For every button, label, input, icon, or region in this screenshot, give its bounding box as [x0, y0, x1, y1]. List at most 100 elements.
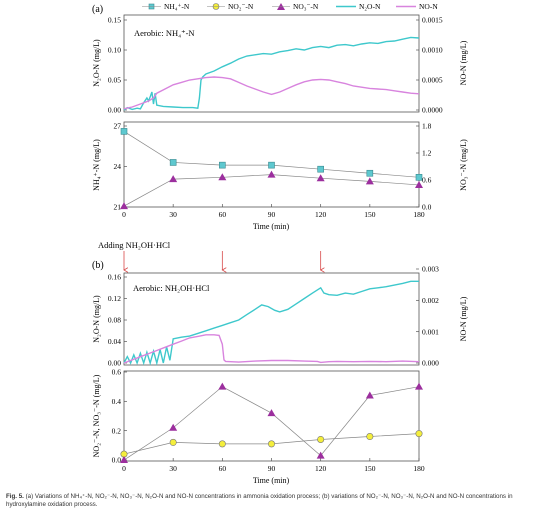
a-top-right-tick-label: 0.0015: [422, 16, 443, 25]
series-b-no2-point: [169, 438, 177, 446]
a-bottom-left-tick-label: 24: [114, 162, 122, 171]
legend-nh4-label: NH₄⁺-N: [164, 2, 190, 11]
panel-b-top-right-ticks: 0.000 0.001 0.002 0.003: [416, 265, 439, 368]
series-b-no-line: [123, 334, 420, 364]
panel-b-top-left-ylabel: N₂O-N (mg/L): [92, 295, 101, 343]
series-b-no3-point: [169, 423, 178, 431]
panel-b-bottom-left-ylabel: NO₂⁻-N, NO₃⁻-N (mg/L): [92, 374, 101, 457]
a-bottom-x-tick-label: 150: [364, 210, 376, 219]
series-a-no3-point: [316, 174, 325, 182]
caption-text: (a) Variations of NH₄⁺-N, NO₂⁻-N, NO₃⁻-N…: [6, 493, 513, 508]
legend-n2o-label: N₂O-N: [359, 2, 381, 11]
a-bottom-right-tick-label: 1.2: [422, 149, 432, 158]
a-top-left-tick-label: 0.00: [108, 106, 121, 115]
series-b-no3-point: [415, 382, 423, 390]
series-a-no3-point: [415, 180, 423, 188]
panel-b-annotation: Aerobic: NH₂OH·HCl: [133, 283, 210, 293]
b-top-left-tick-label: 0.12: [108, 294, 121, 303]
a-top-left-tick-label: 0.15: [108, 16, 121, 25]
caption-label: Fig. 5.: [6, 493, 24, 500]
a-bottom-right-tick-label: 1.8: [422, 122, 432, 131]
b-top-right-tick-label: 0.002: [422, 296, 439, 305]
series-a-nh4-point: [120, 128, 128, 135]
series-b-no2-point: [267, 440, 275, 448]
legend-a: NH₄⁺-N NO₂⁻-N NO₃⁻-N N₂O-N NO-N: [142, 2, 438, 11]
series-b-no2-point: [218, 440, 226, 448]
series-a-no3-point: [365, 177, 374, 185]
figure-caption: Fig. 5. (a) Variations of NH₄⁺-N, NO₂⁻-N…: [6, 493, 550, 509]
b-bottom-x-tick-label: 120: [315, 464, 327, 473]
b-bottom-x-tick-label: 30: [169, 464, 177, 473]
b-bottom-x-tick-label: 180: [413, 464, 425, 473]
series-a-no-line: [123, 76, 420, 110]
a-bottom-x-tick-label: 90: [268, 210, 276, 219]
panel-a-bottom-x-ticks: 0 30 60 90 120 150 180: [122, 204, 425, 219]
b-top-right-tick-label: 0.000: [422, 359, 439, 368]
panel-a-xlabel: Time (min): [253, 222, 290, 231]
panel-b-top-frame: [123, 272, 420, 366]
series-a-no3-point: [169, 175, 178, 183]
b-top-right-tick-label: 0.003: [422, 265, 439, 274]
panel-a-bottom-right-ticks: 0.0 0.6 1.2 1.8: [416, 122, 432, 212]
panel-a-bottom-right-ylabel: NO₃⁻-N (mg/L): [459, 139, 468, 191]
a-bottom-left-tick-label: 21: [114, 203, 122, 212]
series-a-nh4-point: [268, 161, 275, 169]
b-top-left-tick-label: 0.08: [108, 316, 121, 325]
series-a-nh4-connector: [123, 131, 420, 178]
legend-no3-label: NO₃⁻-N: [293, 2, 319, 11]
a-bottom-x-tick-label: 0: [122, 210, 126, 219]
series-a-n2o-line: [123, 36, 420, 111]
a-top-right-tick-label: 0.0010: [422, 46, 443, 55]
a-bottom-x-tick-label: 180: [413, 210, 425, 219]
panel-a-top-right-ticks: 0.0000 0.0005 0.0010 0.0015: [416, 16, 443, 115]
series-b-no3-point: [120, 456, 128, 463]
legend-no2-label: NO₂⁻-N: [228, 2, 254, 11]
b-bottom-x-tick-label: 0: [122, 464, 126, 473]
b-top-left-tick-label: 0.16: [108, 273, 121, 282]
panel-b-arrows: [124, 251, 321, 270]
panel-b-top-right-ylabel: NO-N (mg/L): [459, 296, 468, 341]
series-a-no3-point: [120, 202, 128, 210]
panel-a-bottom-series: [120, 128, 423, 210]
series-b-no3-point: [267, 409, 276, 417]
panel-a-annotation: Aerobic: NH₄⁺-N: [134, 28, 195, 38]
panel-a-top-left-ticks: 0.00 0.05 0.10 0.15: [108, 16, 127, 115]
a-bottom-x-tick-label: 60: [219, 210, 227, 219]
series-a-no3-point: [267, 170, 276, 178]
series-a-nh4-point: [366, 169, 374, 177]
b-bottom-left-tick-label: 0.4: [112, 397, 122, 406]
series-a-no3-connector: [123, 174, 420, 207]
a-bottom-left-tick-label: 27: [114, 122, 122, 131]
b-bottom-x-tick-label: 60: [219, 464, 227, 473]
adding-label: Adding NH₂OH·HCl: [98, 240, 171, 250]
b-bottom-x-tick-label: 90: [268, 464, 276, 473]
panel-a-bottom-left-ylabel: NH₄⁺-N (mg/L): [92, 139, 101, 191]
panel-a-bottom-left-ticks: 21 24 27: [114, 122, 127, 212]
legend-no-label: NO-N: [419, 2, 438, 11]
panel-b-xlabel: Time (min): [253, 476, 290, 485]
a-top-left-tick-label: 0.10: [108, 46, 121, 55]
series-b-no2-point: [317, 435, 325, 443]
b-bottom-x-tick-label: 150: [364, 464, 376, 473]
panel-b-bottom-series: [120, 382, 423, 463]
series-a-no3-point: [218, 173, 227, 181]
series-a-nh4-point: [415, 174, 423, 181]
series-b-no2-point: [366, 433, 374, 441]
panel-a-top-right-ylabel: NO-N (mg/L): [459, 40, 468, 85]
a-bottom-right-tick-label: 0.0: [422, 203, 432, 212]
b-bottom-left-tick-label: 0.6: [112, 368, 122, 377]
a-bottom-x-tick-label: 30: [169, 210, 177, 219]
a-top-right-tick-label: 0.0000: [422, 106, 443, 115]
panel-b-bottom-left-ticks: 0.0 0.2 0.4 0.6: [112, 368, 127, 465]
a-bottom-x-tick-label: 120: [315, 210, 327, 219]
series-b-no2-point: [415, 430, 423, 438]
series-a-nh4-point: [219, 161, 226, 169]
series-b-no3-connector: [123, 386, 420, 461]
b-top-left-tick-label: 0.00: [108, 359, 121, 368]
series-b-no3-point: [316, 451, 325, 459]
b-bottom-left-tick-label: 0.2: [112, 426, 122, 435]
panel-a-label: (a): [92, 4, 103, 15]
b-top-right-tick-label: 0.001: [422, 327, 439, 336]
series-b-n2o-line: [123, 280, 419, 366]
